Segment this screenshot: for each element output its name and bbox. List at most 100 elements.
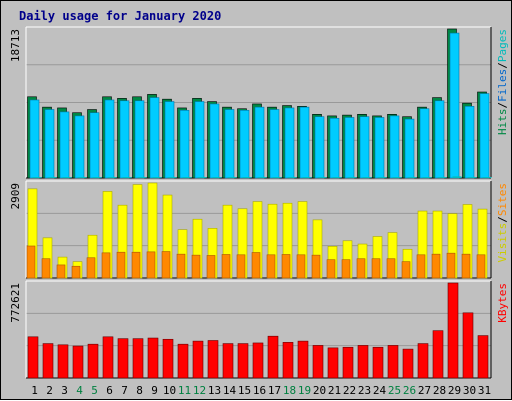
- day-label: 31: [478, 384, 491, 397]
- bar-pages: [392, 177, 402, 178]
- bar-files: [134, 100, 145, 179]
- day-label: 11: [178, 384, 191, 397]
- bar-kbytes: [87, 343, 99, 379]
- bar-pages: [317, 177, 327, 178]
- day-label: 26: [403, 384, 416, 397]
- bar-files: [284, 107, 295, 179]
- bar-files: [299, 106, 310, 179]
- legend-item: Hits: [496, 109, 509, 136]
- bar-sites: [416, 254, 426, 279]
- bar-kbytes: [312, 345, 324, 379]
- bar-pages: [122, 177, 132, 178]
- bar-files: [239, 110, 250, 179]
- day-label: 18: [283, 384, 296, 397]
- bar-files: [389, 115, 400, 179]
- bar-kbytes: [342, 346, 354, 379]
- bar-pages: [92, 177, 102, 178]
- bar-pages: [77, 177, 87, 178]
- bar-sites: [176, 253, 186, 279]
- legend-item: /: [496, 62, 509, 69]
- panel-visits-sites: 2909 Visits/Sites: [9, 180, 509, 279]
- day-label: 15: [238, 384, 251, 397]
- bar-kbytes: [132, 338, 144, 379]
- bar-files: [224, 109, 235, 179]
- bar-files: [374, 117, 385, 179]
- bar-files: [209, 103, 220, 179]
- bar-sites: [101, 252, 111, 279]
- day-label: 13: [208, 384, 221, 397]
- panels: 18713Hits/Files/Pages2909Visits/Sites772…: [9, 26, 509, 379]
- bar-files: [164, 101, 175, 179]
- bar-kbytes: [477, 335, 489, 379]
- bar-pages: [212, 177, 222, 178]
- bar-kbytes: [27, 336, 39, 379]
- day-label: 5: [91, 384, 98, 397]
- bar-kbytes: [42, 343, 54, 379]
- bar-pages: [467, 177, 477, 178]
- bar-kbytes: [417, 343, 429, 379]
- bar-pages: [152, 177, 162, 178]
- day-label: 7: [121, 384, 128, 397]
- day-label: 29: [448, 384, 461, 397]
- bar-sites: [386, 258, 396, 279]
- bar-sites: [266, 254, 276, 279]
- bar-files: [419, 108, 430, 179]
- bar-files: [479, 93, 490, 179]
- bar-kbytes: [402, 348, 414, 379]
- bar-pages: [107, 177, 117, 178]
- day-label: 3: [61, 384, 68, 397]
- bar-files: [344, 117, 355, 179]
- y-max-label: 18713: [9, 29, 22, 62]
- bar-sites: [461, 253, 471, 279]
- bar-sites: [296, 254, 306, 279]
- bar-files: [404, 118, 415, 179]
- bar-files: [359, 116, 370, 179]
- bar-pages: [272, 177, 282, 178]
- bar-files: [44, 109, 55, 179]
- bar-kbytes: [207, 340, 219, 379]
- bar-kbytes: [267, 335, 279, 379]
- bar-sites: [26, 245, 36, 279]
- bar-kbytes: [102, 336, 114, 379]
- bar-pages: [32, 177, 42, 178]
- bar-kbytes: [162, 338, 174, 379]
- bar-kbytes: [387, 345, 399, 379]
- bar-sites: [371, 258, 381, 279]
- bar-sites: [251, 252, 261, 279]
- day-label: 6: [106, 384, 113, 397]
- y-max-label: 772621: [9, 283, 22, 323]
- day-labels: 1 2 3 4 5 6 7 8 9 10 11 12 13 14 15 16 17 18 19 20 21 22 23 24 2…: [31, 384, 491, 397]
- bar-sites: [446, 252, 456, 279]
- bar-pages: [422, 177, 432, 178]
- bar-kbytes: [72, 345, 84, 379]
- bar-files: [449, 32, 460, 179]
- bar-pages: [137, 177, 147, 178]
- bar-sites: [311, 254, 321, 279]
- bar-sites: [56, 264, 66, 279]
- bar-sites: [86, 257, 96, 279]
- bar-files: [179, 110, 190, 179]
- day-label: 28: [433, 384, 446, 397]
- legend-item: Pages: [496, 29, 509, 62]
- bar-kbytes: [177, 343, 189, 379]
- bar-pages: [347, 177, 357, 178]
- bar-files: [29, 99, 40, 179]
- bar-kbytes: [192, 340, 204, 379]
- bar-kbytes: [432, 330, 444, 379]
- bar-files: [194, 101, 205, 179]
- panel-kbytes: 772621 KBytes: [9, 280, 509, 379]
- legend-item: Visits: [496, 223, 509, 263]
- legend: KBytes: [496, 283, 509, 323]
- bar-files: [59, 111, 70, 179]
- bar-kbytes: [447, 282, 459, 379]
- day-label: 22: [343, 384, 356, 397]
- bar-pages: [332, 177, 342, 178]
- bar-kbytes: [252, 342, 264, 379]
- bar-sites: [41, 258, 51, 279]
- y-max-label: 2909: [9, 183, 22, 210]
- bar-files: [104, 99, 115, 179]
- day-label: 1: [31, 384, 38, 397]
- bar-pages: [287, 177, 297, 178]
- bar-kbytes: [462, 312, 474, 379]
